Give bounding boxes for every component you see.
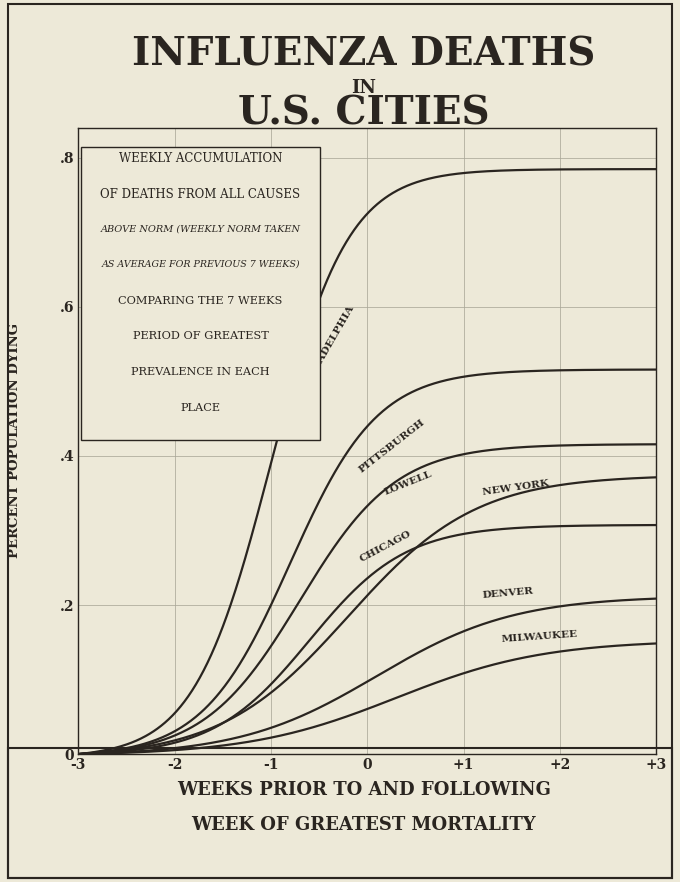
- Text: MILWAUKEE: MILWAUKEE: [501, 630, 578, 644]
- Text: CHICAGO: CHICAGO: [358, 529, 413, 564]
- FancyBboxPatch shape: [81, 146, 320, 440]
- Text: PERIOD OF GREATEST: PERIOD OF GREATEST: [133, 332, 269, 341]
- Text: PREVALENCE IN EACH: PREVALENCE IN EACH: [131, 367, 270, 377]
- Text: PITTSBURGH: PITTSBURGH: [357, 417, 426, 475]
- Text: PHILADELPHIA: PHILADELPHIA: [302, 303, 356, 389]
- Text: LOWELL: LOWELL: [383, 469, 434, 497]
- Text: U.S. CITIES: U.S. CITIES: [238, 94, 490, 132]
- Text: COMPARING THE 7 WEEKS: COMPARING THE 7 WEEKS: [118, 295, 283, 306]
- Text: WEEKS PRIOR TO AND FOLLOWING: WEEKS PRIOR TO AND FOLLOWING: [177, 781, 551, 798]
- Text: NEW YORK: NEW YORK: [481, 479, 549, 497]
- Text: WEEKLY ACCUMULATION: WEEKLY ACCUMULATION: [119, 153, 282, 166]
- Text: ABOVE NORM (WEEKLY NORM TAKEN: ABOVE NORM (WEEKLY NORM TAKEN: [101, 224, 301, 233]
- Text: AS AVERAGE FOR PREVIOUS 7 WEEKS): AS AVERAGE FOR PREVIOUS 7 WEEKS): [101, 260, 300, 269]
- Text: INFLUENZA DEATHS: INFLUENZA DEATHS: [132, 35, 596, 73]
- Text: OF DEATHS FROM ALL CAUSES: OF DEATHS FROM ALL CAUSES: [101, 188, 301, 201]
- Text: PLACE: PLACE: [181, 403, 220, 413]
- Text: WEEK OF GREATEST MORTALITY: WEEK OF GREATEST MORTALITY: [192, 816, 536, 833]
- Text: DENVER: DENVER: [482, 587, 534, 600]
- Text: IN: IN: [352, 79, 376, 97]
- Text: PERCENT POPULATION DYING: PERCENT POPULATION DYING: [8, 324, 22, 558]
